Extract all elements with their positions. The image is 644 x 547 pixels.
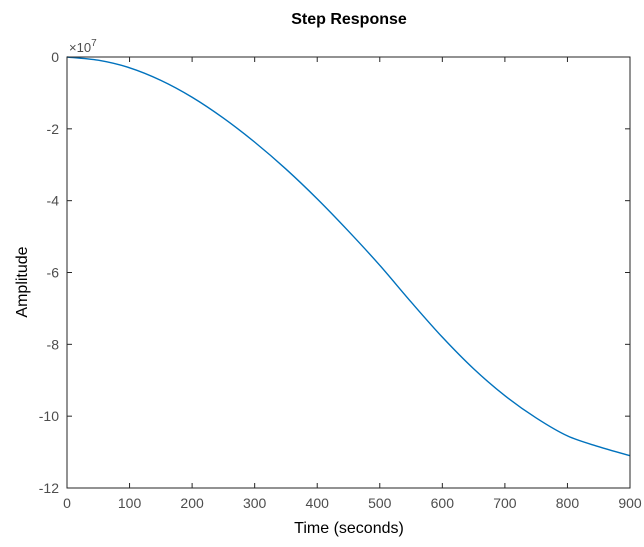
x-tick-label: 800 [556,495,580,511]
x-tick-label: 400 [306,495,330,511]
chart-title: Step Response [291,11,407,28]
series-line-0 [66,56,631,457]
y-axis-label: Amplitude [14,246,31,317]
x-axis-label: Time (seconds) [294,520,404,537]
tick-layer: 0 100 200 300 400 500 600 700 800 900 0 -2 -4 -6 -8 -10… [39,49,642,511]
x-tick-label: 900 [618,495,642,511]
x-tick-label: 700 [493,495,517,511]
x-tick-label: 600 [431,495,455,511]
x-tick-label: 0 [63,495,71,511]
y-tick-label: -8 [47,336,60,352]
plot-background [67,57,630,488]
plot-area [67,57,630,488]
y-tick-label: -12 [39,480,59,496]
y-tick-label: -10 [39,408,59,424]
y-axis-exponent-label: ×107 [69,38,97,55]
y-tick-label: -2 [47,121,60,137]
x-tick-label: 100 [118,495,142,511]
x-tick-label: 200 [180,495,204,511]
x-tick-label: 300 [243,495,267,511]
y-tick-label: -4 [47,193,60,209]
x-tick-label: 500 [368,495,392,511]
line-layer [66,56,631,457]
y-tick-label: 0 [51,49,59,65]
y-tick-label: -6 [47,265,60,281]
